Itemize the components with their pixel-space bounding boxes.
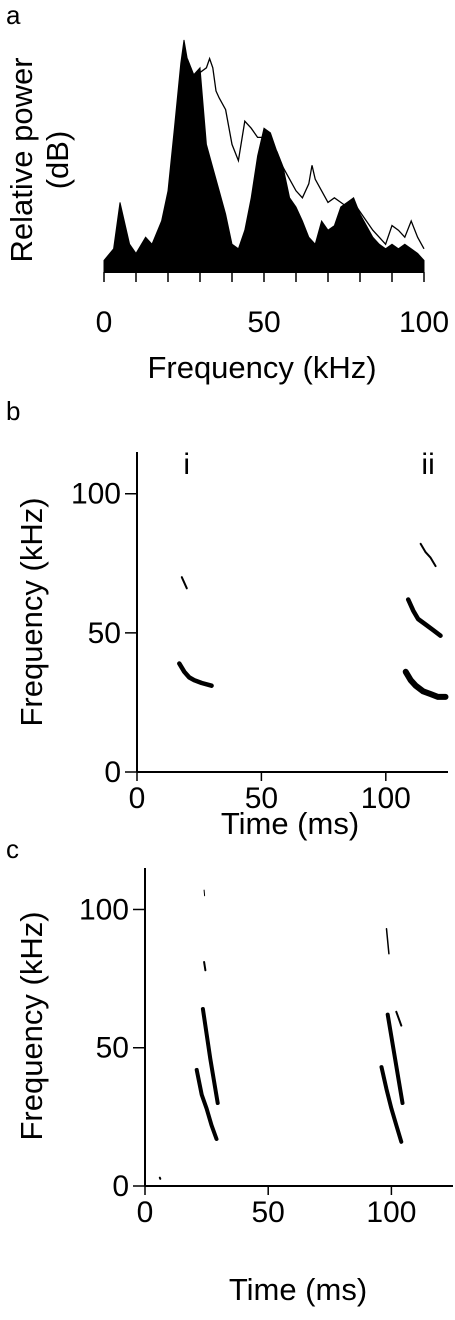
spectrogram-trace (158, 1176, 162, 1180)
y-axis-label: Frequency (kHz) (14, 497, 49, 726)
spectrogram-trace (379, 1065, 404, 1144)
spectrogram-trace (405, 597, 443, 638)
x-tick-label: 100 (399, 306, 449, 339)
x-tick-label: 100 (366, 1196, 416, 1229)
y-tick-label: 100 (71, 478, 121, 511)
call-label: i (183, 448, 190, 481)
spectrum-plot-area (103, 39, 425, 273)
spectrogram-trace (203, 889, 206, 897)
y-tick-label: 0 (104, 756, 121, 789)
call-label: ii (421, 448, 434, 481)
spectrogram-b-traces (177, 542, 449, 700)
spectrogram-trace (385, 1012, 405, 1105)
y-axis-label-line-1: Relative power (4, 57, 39, 262)
spectrogram-trace (177, 661, 214, 688)
spectrogram-trace (194, 1067, 219, 1141)
x-tick-label: 0 (129, 782, 146, 815)
y-tick-label: 0 (112, 1170, 129, 1203)
axis-ticks: 0 50 100 0 50 100 (79, 893, 416, 1229)
y-tick-label: 50 (88, 617, 121, 650)
spectrogram-c: 0 50 100 0 50 100 Frequency (kHz) Time (ms) (14, 868, 453, 1307)
panel-letter-c: c (6, 834, 19, 864)
spectrogram-trace (180, 576, 188, 590)
y-tick-label: 100 (79, 893, 129, 926)
x-axis-ticks: 0 50 100 (96, 272, 449, 339)
x-tick-label: 50 (245, 782, 278, 815)
spectrogram-trace (402, 668, 449, 700)
y-axis-label: Relative power (dB) (4, 57, 75, 262)
y-axis-label-line-2: (dB) (40, 131, 75, 190)
axis-ticks: 0 50 100 0 50 100 (71, 478, 411, 815)
panel-letter-b: b (6, 396, 20, 426)
spectrogram-trace (419, 542, 437, 568)
x-axis-label: Time (ms) (229, 1272, 367, 1307)
call-labels: i ii (183, 448, 434, 481)
x-tick-label: 100 (361, 782, 411, 815)
spectrogram-trace (395, 1010, 403, 1027)
power-spectrum-chart: 0 50 100 Relative power (dB) Frequency (kH… (4, 39, 449, 385)
spectrum-series-filled (103, 39, 425, 273)
y-tick-label: 50 (96, 1032, 129, 1065)
spectrogram-trace (200, 1007, 220, 1105)
x-tick-label: 0 (137, 1196, 154, 1229)
y-axis-label: Frequency (kHz) (14, 911, 49, 1140)
spectrogram-trace (385, 928, 390, 955)
spectrogram-trace (203, 961, 207, 972)
x-tick-label: 50 (247, 306, 280, 339)
spectrogram-c-traces (158, 889, 405, 1180)
x-tick-label: 50 (252, 1196, 285, 1229)
panel-letter-a: a (6, 0, 21, 30)
x-axis-label: Frequency (kHz) (147, 350, 376, 385)
x-tick-label: 0 (96, 306, 113, 339)
x-axis-label: Time (ms) (221, 806, 359, 841)
spectrum-series-outline (186, 56, 425, 250)
